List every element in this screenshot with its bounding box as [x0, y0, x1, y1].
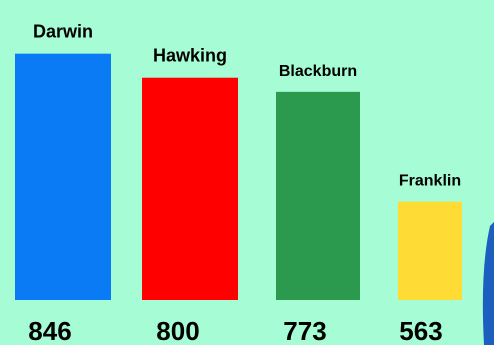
- bar-darwin: [15, 53, 111, 301]
- corner-decoration: [482, 222, 494, 345]
- bar-value-label-darwin: 846: [28, 316, 71, 345]
- bar-name-labels: Darwin Hawking Blackburn Franklin: [33, 22, 461, 190]
- bar-name-label-darwin: Darwin: [33, 22, 93, 42]
- bar-hawking: [142, 77, 238, 300]
- bar-value-label-franklin: 563: [399, 316, 442, 345]
- bar-value-label-blackburn: 773: [283, 316, 326, 345]
- bar-name-label-blackburn: Blackburn: [279, 63, 357, 80]
- bar-franklin: [398, 201, 462, 300]
- bar-name-label-franklin: Franklin: [399, 173, 461, 190]
- bar-value-labels: 846 800 773 563: [28, 316, 442, 345]
- bar-value-label-hawking: 800: [156, 316, 199, 345]
- bars-group: [15, 53, 462, 301]
- bar-blackburn: [276, 91, 360, 300]
- bar-name-label-hawking: Hawking: [153, 46, 227, 66]
